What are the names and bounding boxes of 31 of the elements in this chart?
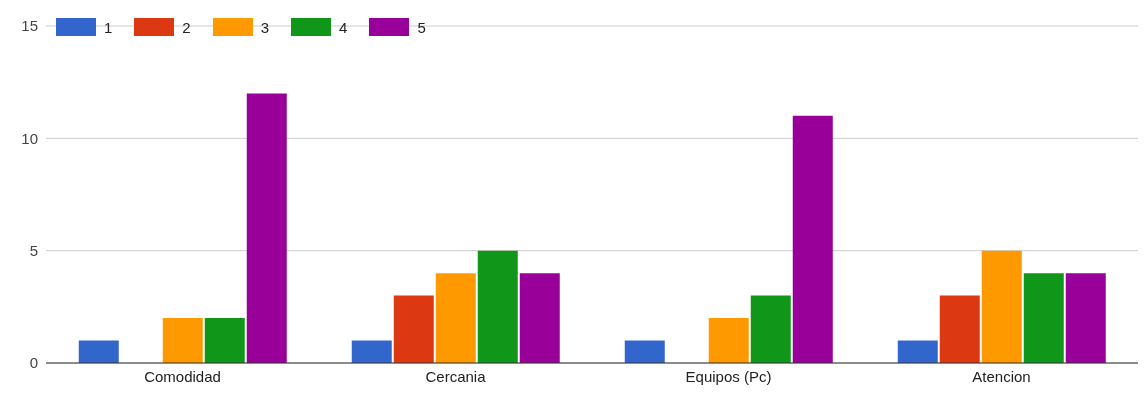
bar xyxy=(351,340,392,363)
bar xyxy=(477,250,518,363)
bar xyxy=(204,318,245,363)
legend-label: 1 xyxy=(104,18,113,36)
bar xyxy=(1065,273,1106,363)
y-tick-label: 15 xyxy=(21,17,38,35)
bar xyxy=(393,295,434,363)
legend-label: 3 xyxy=(260,18,270,36)
bar xyxy=(78,340,119,363)
x-tick-label: Atencion xyxy=(972,367,1031,385)
bar xyxy=(1023,273,1064,363)
bar xyxy=(939,295,980,363)
bar xyxy=(708,318,749,363)
legend-label: 2 xyxy=(182,18,191,36)
legend-label: 4 xyxy=(339,18,348,36)
y-tick-label: 10 xyxy=(21,129,38,147)
legend-label: 5 xyxy=(417,18,426,36)
x-tick-label: Equipos (Pc) xyxy=(685,367,772,385)
bar xyxy=(897,340,938,363)
bar xyxy=(792,115,833,363)
bar xyxy=(981,250,1022,363)
bar xyxy=(246,93,287,363)
bar xyxy=(519,273,560,363)
y-tick-label: 5 xyxy=(29,241,38,259)
bar xyxy=(162,318,203,363)
x-tick-label: Comodidad xyxy=(144,367,221,385)
bar xyxy=(435,273,476,363)
y-tick-label: 0 xyxy=(29,354,38,372)
bar xyxy=(624,340,665,363)
x-tick-label: Cercania xyxy=(425,367,487,385)
bar xyxy=(750,295,791,363)
